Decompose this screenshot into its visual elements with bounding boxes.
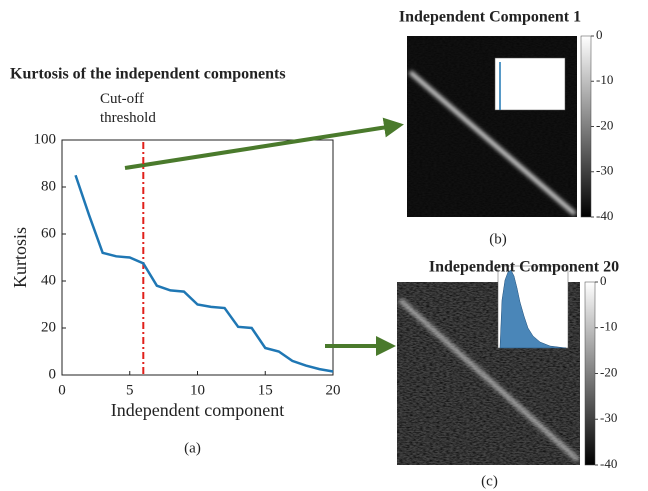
colorbar-tick-label: 0: [600, 273, 607, 288]
colorbar-tick-label: -30: [600, 410, 617, 425]
y-axis-label: Kurtosis: [10, 227, 30, 288]
colorbar-tick-label: -10: [596, 72, 613, 87]
data-line: [74, 174, 334, 373]
colorbar-tick-label: -10: [600, 319, 617, 334]
arrow: [124, 117, 404, 170]
plot-frame: [61, 139, 334, 376]
caption: (b): [489, 231, 507, 247]
colorbar-tick-label: -20: [596, 117, 613, 132]
x-tick-label: 20: [326, 382, 341, 398]
colorbar: [584, 281, 596, 466]
image-title: Independent Component 1: [399, 9, 581, 26]
colorbar: [580, 35, 592, 218]
y-tick-label: 20: [41, 319, 56, 335]
caption: (a): [184, 440, 201, 456]
colorbar-tick-label: -40: [600, 456, 617, 471]
x-axis-label: Independent component: [111, 400, 284, 420]
caption: (c): [481, 473, 498, 489]
colorbar-tick-label: 0: [596, 27, 603, 42]
x-tick-label: 10: [190, 382, 205, 398]
y-tick-label: 60: [41, 225, 56, 241]
threshold-label: Cut-off threshold: [100, 91, 156, 126]
y-tick-label: 80: [41, 178, 56, 194]
x-tick-label: 5: [126, 382, 134, 398]
y-tick-label: 0: [49, 366, 57, 382]
image-title: Independent Component 20: [429, 259, 619, 276]
image-panel: [397, 265, 580, 465]
chart-title: Kurtosis of the independent components: [10, 66, 286, 83]
colorbar-tick-label: -40: [596, 208, 613, 223]
x-tick-label: 15: [258, 382, 273, 398]
colorbar-tick-label: -20: [600, 364, 617, 379]
image-panel: [407, 36, 577, 217]
y-tick-label: 100: [34, 131, 57, 147]
y-tick-label: 40: [41, 272, 56, 288]
x-tick-label: 0: [58, 382, 66, 398]
threshold-label-box: Cut-off threshold: [100, 91, 156, 126]
colorbar-tick-label: -30: [596, 163, 613, 178]
